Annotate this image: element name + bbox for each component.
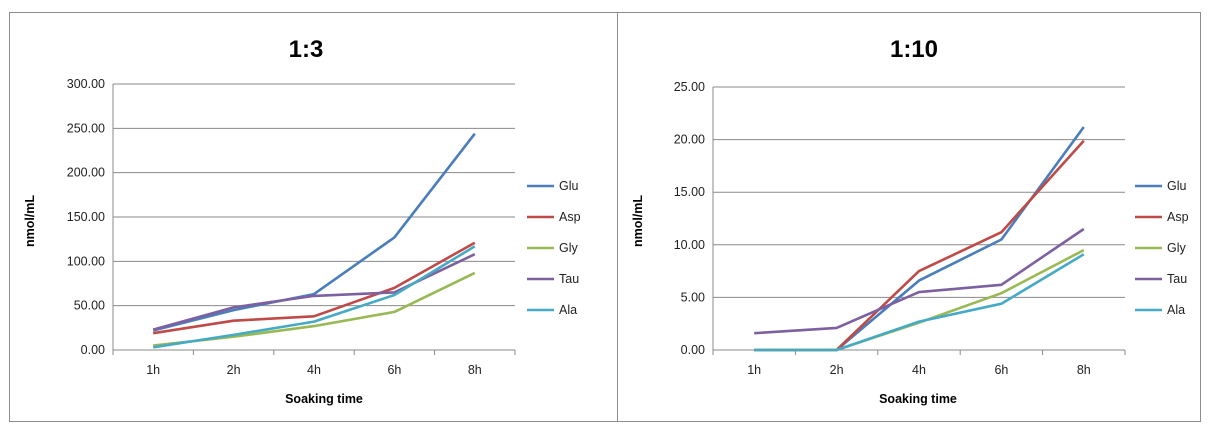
y-axis-label: nmol/mL	[631, 195, 645, 247]
x-tick-label: 4h	[912, 363, 926, 377]
legend-label: Tau	[1167, 272, 1187, 286]
chart-title: 1:10	[890, 36, 938, 63]
legend-label: Asp	[1167, 210, 1189, 224]
x-tick-label: 1h	[747, 363, 761, 377]
legend-label: Asp	[559, 210, 581, 224]
y-tick-label: 150.00	[67, 210, 105, 224]
x-tick-label: 6h	[387, 363, 401, 377]
y-tick-label: 20.00	[674, 133, 705, 147]
series-line-gly	[754, 248, 1085, 352]
series-line-glu	[152, 132, 476, 332]
chart-1-10-svg: 1:10 Soaking time nmol/mL 0.00 5.00 10.00 1…	[631, 36, 1189, 406]
legend-label: Ala	[1167, 303, 1185, 317]
y-tick-label: 300.00	[67, 77, 105, 91]
y-axis-label: nmol/mL	[23, 195, 37, 247]
y-tick-label: 250.00	[67, 121, 105, 135]
legend-label: Glu	[1167, 179, 1187, 193]
y-tick-label: 0.00	[681, 343, 705, 357]
x-tick-label: 1h	[146, 363, 160, 377]
y-tick-label: 0.00	[81, 343, 105, 357]
x-tick-label: 6h	[994, 363, 1008, 377]
series-line-tau	[754, 227, 1085, 335]
legend-label: Gly	[559, 241, 579, 255]
y-tick-label: 5.00	[681, 290, 705, 304]
chart-panel-1-3: 1:3 Soaking time nmol/mL 0.00 50.00 100.00…	[9, 12, 618, 422]
y-tick-label: 100.00	[67, 254, 105, 268]
series-line-glu	[754, 126, 1085, 352]
series-line-gly	[153, 271, 476, 347]
y-tick-label: 15.00	[674, 185, 705, 199]
legend-label: Glu	[559, 179, 579, 193]
chart-panel-1-10: 1:10 Soaking time nmol/mL 0.00 5.00 10.00 1…	[617, 12, 1201, 422]
x-tick-label: 8h	[468, 363, 482, 377]
y-tick-label: 50.00	[74, 299, 105, 313]
x-tick-label: 4h	[307, 363, 321, 377]
chart-1-3-svg: 1:3 Soaking time nmol/mL 0.00 50.00 100.00…	[23, 36, 581, 406]
series-line-ala	[153, 245, 476, 349]
legend-label: Ala	[559, 303, 577, 317]
series-line-asp	[754, 139, 1085, 352]
x-tick-label: 2h	[227, 363, 241, 377]
legend-label: Tau	[559, 272, 579, 286]
chart-title: 1:3	[289, 36, 324, 63]
y-tick-label: 10.00	[674, 238, 705, 252]
x-tick-label: 8h	[1077, 363, 1091, 377]
x-tick-label: 2h	[830, 363, 844, 377]
legend-label: Gly	[1167, 241, 1187, 255]
x-axis-label: Soaking time	[285, 392, 363, 406]
y-tick-label: 200.00	[67, 166, 105, 180]
y-tick-label: 25.00	[674, 80, 705, 94]
series-line-asp	[153, 241, 476, 335]
series-line-ala	[754, 253, 1085, 352]
x-axis-label: Soaking time	[879, 392, 957, 406]
